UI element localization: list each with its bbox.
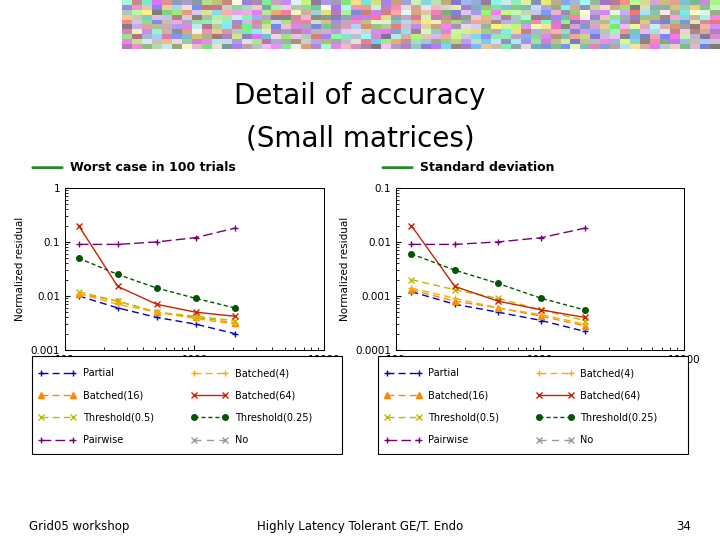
- X-axis label: Matrix size n: Matrix size n: [505, 370, 575, 380]
- X-axis label: Matrix size n: Matrix size n: [159, 370, 230, 380]
- Text: Partial: Partial: [428, 368, 459, 379]
- Text: Standard deviation: Standard deviation: [420, 161, 554, 174]
- Text: No: No: [235, 435, 248, 445]
- Text: Batched(64): Batched(64): [580, 390, 641, 400]
- Text: (Small matrices): (Small matrices): [246, 125, 474, 153]
- Text: Threshold(0.25): Threshold(0.25): [235, 412, 312, 422]
- Text: Highly Latency Tolerant GE/T. Endo: Highly Latency Tolerant GE/T. Endo: [257, 520, 463, 533]
- Text: Pairwise: Pairwise: [83, 435, 123, 445]
- Text: Threshold(0.25): Threshold(0.25): [580, 412, 657, 422]
- Text: Worst case in 100 trials: Worst case in 100 trials: [70, 161, 235, 174]
- Text: Batched(64): Batched(64): [235, 390, 295, 400]
- Text: Batched(4): Batched(4): [580, 368, 634, 379]
- FancyBboxPatch shape: [377, 356, 688, 454]
- Text: Threshold(0.5): Threshold(0.5): [83, 412, 153, 422]
- Text: Batched(4): Batched(4): [235, 368, 289, 379]
- Text: Partial: Partial: [83, 368, 114, 379]
- Text: Batched(16): Batched(16): [428, 390, 488, 400]
- Text: 34: 34: [676, 520, 691, 533]
- Text: No: No: [580, 435, 593, 445]
- Text: Detail of accuracy: Detail of accuracy: [234, 82, 486, 110]
- Text: Batched(16): Batched(16): [83, 390, 143, 400]
- Text: Pairwise: Pairwise: [428, 435, 469, 445]
- Text: Threshold(0.5): Threshold(0.5): [428, 412, 499, 422]
- Y-axis label: Normalized residual: Normalized residual: [15, 217, 25, 321]
- FancyBboxPatch shape: [32, 356, 343, 454]
- Text: Grid05 workshop: Grid05 workshop: [29, 520, 129, 533]
- Y-axis label: Normalized residual: Normalized residual: [340, 217, 350, 321]
